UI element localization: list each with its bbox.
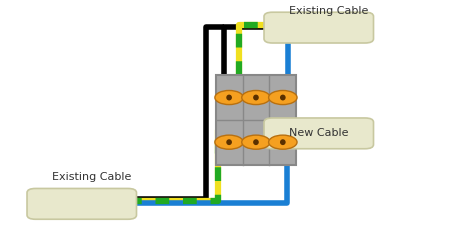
Circle shape <box>215 135 243 149</box>
Bar <box>216 75 296 164</box>
Circle shape <box>242 135 270 149</box>
FancyBboxPatch shape <box>264 12 374 43</box>
Ellipse shape <box>280 95 286 101</box>
FancyBboxPatch shape <box>264 118 374 149</box>
Ellipse shape <box>226 95 232 101</box>
Circle shape <box>215 90 243 105</box>
Circle shape <box>242 90 270 105</box>
Ellipse shape <box>253 95 259 101</box>
Ellipse shape <box>253 139 259 145</box>
Text: New Cable: New Cable <box>289 128 349 138</box>
FancyBboxPatch shape <box>27 188 137 219</box>
Ellipse shape <box>226 139 232 145</box>
Text: Existing Cable: Existing Cable <box>52 172 131 182</box>
Circle shape <box>269 90 297 105</box>
Text: Existing Cable: Existing Cable <box>289 6 368 16</box>
Circle shape <box>269 135 297 149</box>
Ellipse shape <box>280 139 286 145</box>
